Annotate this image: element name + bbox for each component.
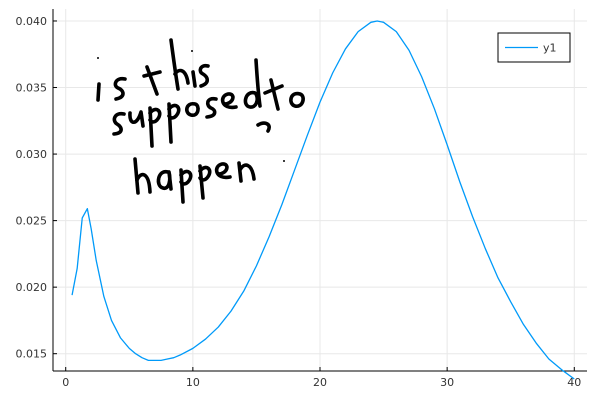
- tick-labels: 0 10 20 30 40 0.015 0.020 0.025 0.030 0.035 0.040: [16, 15, 582, 389]
- handwriting-stroke: [167, 102, 181, 144]
- handwriting-stroke: [113, 76, 127, 101]
- handwriting-stroke: [185, 102, 200, 117]
- handwriting-stroke: [156, 169, 173, 191]
- handwriting-stroke: [214, 162, 232, 180]
- grid-lines: [53, 9, 587, 371]
- handwriting-dot: [191, 50, 193, 52]
- handwriting-dot: [97, 57, 99, 59]
- x-tick-label: 0: [62, 376, 69, 389]
- y-tick-label: 0.030: [16, 148, 48, 161]
- y-tick-label: 0.035: [16, 82, 48, 95]
- x-tick-label: 20: [313, 376, 327, 389]
- handwriting-stroke: [112, 111, 126, 136]
- handwriting-stroke: [256, 121, 271, 133]
- handwriting-stroke: [148, 106, 162, 148]
- handwriting-stroke: [205, 96, 218, 119]
- series-layer: [71, 20, 575, 380]
- y-tick-label: 0.020: [16, 281, 48, 294]
- handwriting-stroke: [145, 65, 159, 96]
- y-tick-label: 0.025: [16, 215, 48, 228]
- handwriting-stroke: [198, 164, 212, 200]
- series-line-y1: [71, 20, 575, 380]
- handwriting-stroke: [220, 92, 238, 110]
- handwritten-annotation: [96, 38, 305, 204]
- handwriting-stroke: [191, 70, 197, 88]
- handwriting-stroke: [289, 91, 305, 108]
- handwriting-stroke: [133, 157, 140, 195]
- handwriting-stroke: [135, 172, 152, 194]
- handwriting-stroke: [169, 38, 180, 91]
- handwriting-stroke: [179, 168, 193, 204]
- handwriting-stroke: [173, 68, 190, 85]
- handwriting-stroke: [128, 110, 145, 128]
- handwriting-stroke: [96, 82, 101, 102]
- legend-series-label: y1: [543, 42, 557, 55]
- handwriting-stroke: [142, 70, 162, 78]
- x-tick-label: 30: [440, 376, 454, 389]
- handwriting-stroke: [243, 58, 262, 109]
- handwriting-stroke: [269, 78, 280, 111]
- axes: [52, 9, 587, 372]
- y-tick-label: 0.040: [16, 15, 48, 28]
- x-tick-label: 40: [567, 376, 581, 389]
- handwriting-stroke: [198, 63, 210, 88]
- x-tick-label: 10: [186, 376, 200, 389]
- y-tick-label: 0.015: [16, 348, 48, 361]
- legend: y1: [497, 32, 571, 63]
- handwriting-dot: [283, 160, 285, 162]
- handwriting-stroke: [237, 161, 256, 183]
